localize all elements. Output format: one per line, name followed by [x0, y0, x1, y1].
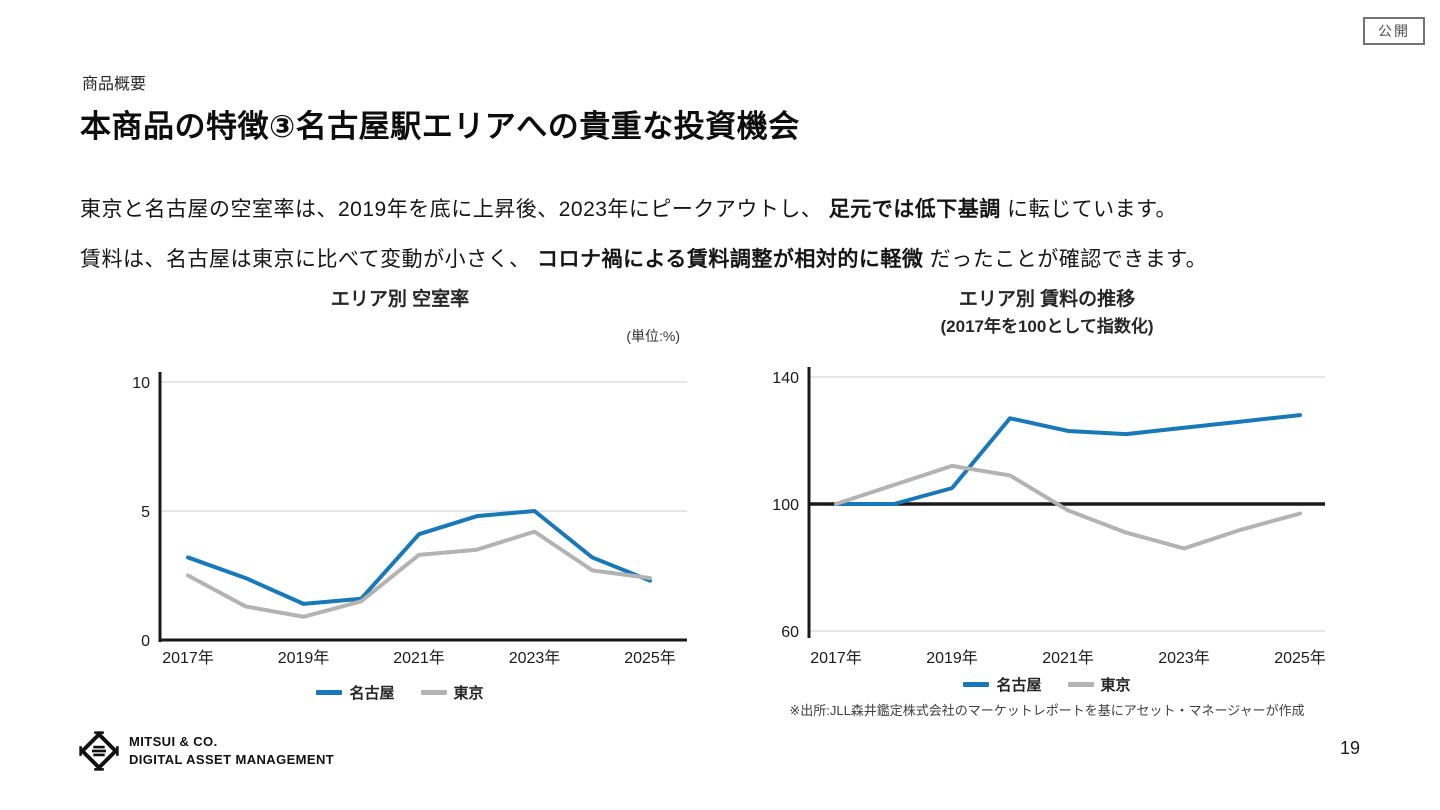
source-note: ※出所:JLL森井鑑定株式会社のマーケットレポートを基にアセット・マネージャーが… — [789, 703, 1305, 718]
svg-text:0: 0 — [141, 633, 150, 650]
svg-text:2025年: 2025年 — [624, 649, 676, 667]
public-badge-label: 公開 — [1378, 23, 1410, 39]
svg-text:2021年: 2021年 — [393, 649, 445, 667]
page-title: 本商品の特徴③名古屋駅エリアへの貴重な投資機会 — [80, 109, 800, 144]
svg-text:60: 60 — [781, 624, 799, 641]
svg-text:10: 10 — [132, 375, 150, 392]
svg-text:2021年: 2021年 — [1042, 649, 1094, 667]
vacancy-chart-legend: 名古屋 東京 — [90, 682, 710, 703]
rent-chart-subtitle: (2017年を100として指数化) — [940, 316, 1154, 336]
rent-index-chart-block: エリア別 賃料の推移 (2017年を100として指数化) 60 100 140 201… — [737, 288, 1357, 718]
body-text-line-2: 賃料は、名古屋は東京に比べて変動が小さく、 コロナ禍による賃料調整が相対的に軽微… — [80, 243, 1207, 273]
vacancy-rate-chart-block: エリア別 空室率 (単位:%) 0 5 10 2017年 2019年 2021年 2023年… — [90, 288, 710, 702]
legend-label: 名古屋 — [349, 685, 395, 702]
legend-label: 東京 — [1100, 677, 1131, 694]
body-text-emphasis: コロナ禍による賃料調整が相対的に軽微 — [537, 248, 924, 271]
rent-chart-title: エリア別 賃料の推移 — [958, 289, 1136, 310]
company-logo-line1: MITSUI & CO. — [129, 734, 218, 750]
vacancy-rate-line-chart: 0 5 10 2017年 2019年 2021年 2023年 2025年 — [132, 372, 687, 667]
body-text: だったことが確認できます。 — [923, 248, 1208, 271]
page-number: 19 — [1340, 738, 1361, 758]
mitsui-igeta-icon — [79, 731, 119, 771]
body-text: に転じています。 — [1000, 198, 1177, 221]
svg-text:2019年: 2019年 — [926, 649, 978, 667]
svg-text:2023年: 2023年 — [509, 649, 561, 667]
rent-chart-legend: 名古屋 東京 — [737, 674, 1357, 695]
legend-swatch — [963, 682, 990, 687]
svg-text:2025年: 2025年 — [1274, 649, 1326, 667]
legend-swatch — [316, 690, 343, 695]
vacancy-chart-title: エリア別 空室率 — [330, 289, 470, 310]
legend-swatch — [420, 690, 447, 695]
svg-text:2017年: 2017年 — [162, 649, 214, 667]
legend-swatch — [1067, 682, 1094, 687]
rent-index-line-chart: 60 100 140 2017年 2019年 2021年 2023年 2025年 — [772, 367, 1326, 667]
svg-text:140: 140 — [772, 370, 799, 387]
legend-item: 東京 — [420, 682, 484, 703]
body-text: 東京と名古屋の空室率は、2019年を底に上昇後、2023年にピークアウトし、 — [80, 198, 829, 221]
legend-label: 名古屋 — [996, 677, 1042, 694]
body-text-line-1: 東京と名古屋の空室率は、2019年を底に上昇後、2023年にピークアウトし、 足… — [80, 193, 1177, 223]
svg-text:2017年: 2017年 — [810, 649, 862, 667]
svg-text:100: 100 — [772, 497, 799, 514]
company-logo: MITSUI & CO. DIGITAL ASSET MANAGEMENT — [78, 730, 334, 772]
svg-text:2023年: 2023年 — [1158, 649, 1210, 667]
body-text: 賃料は、名古屋は東京に比べて変動が小さく、 — [80, 248, 537, 271]
legend-item: 東京 — [1067, 674, 1131, 695]
body-text-emphasis: 足元では低下基調 — [828, 198, 1001, 221]
legend-item: 名古屋 — [963, 674, 1042, 695]
svg-text:2019年: 2019年 — [278, 649, 330, 667]
company-logo-text: MITSUI & CO. DIGITAL ASSET MANAGEMENT — [129, 733, 334, 768]
svg-text:5: 5 — [141, 504, 150, 521]
legend-item: 名古屋 — [316, 682, 395, 703]
section-eyebrow: 商品概要 — [82, 76, 147, 93]
legend-label: 東京 — [453, 685, 484, 702]
vacancy-chart-unit-label: (単位:%) — [626, 328, 680, 344]
public-badge: 公開 — [1363, 17, 1425, 45]
company-logo-line2: DIGITAL ASSET MANAGEMENT — [129, 752, 335, 767]
